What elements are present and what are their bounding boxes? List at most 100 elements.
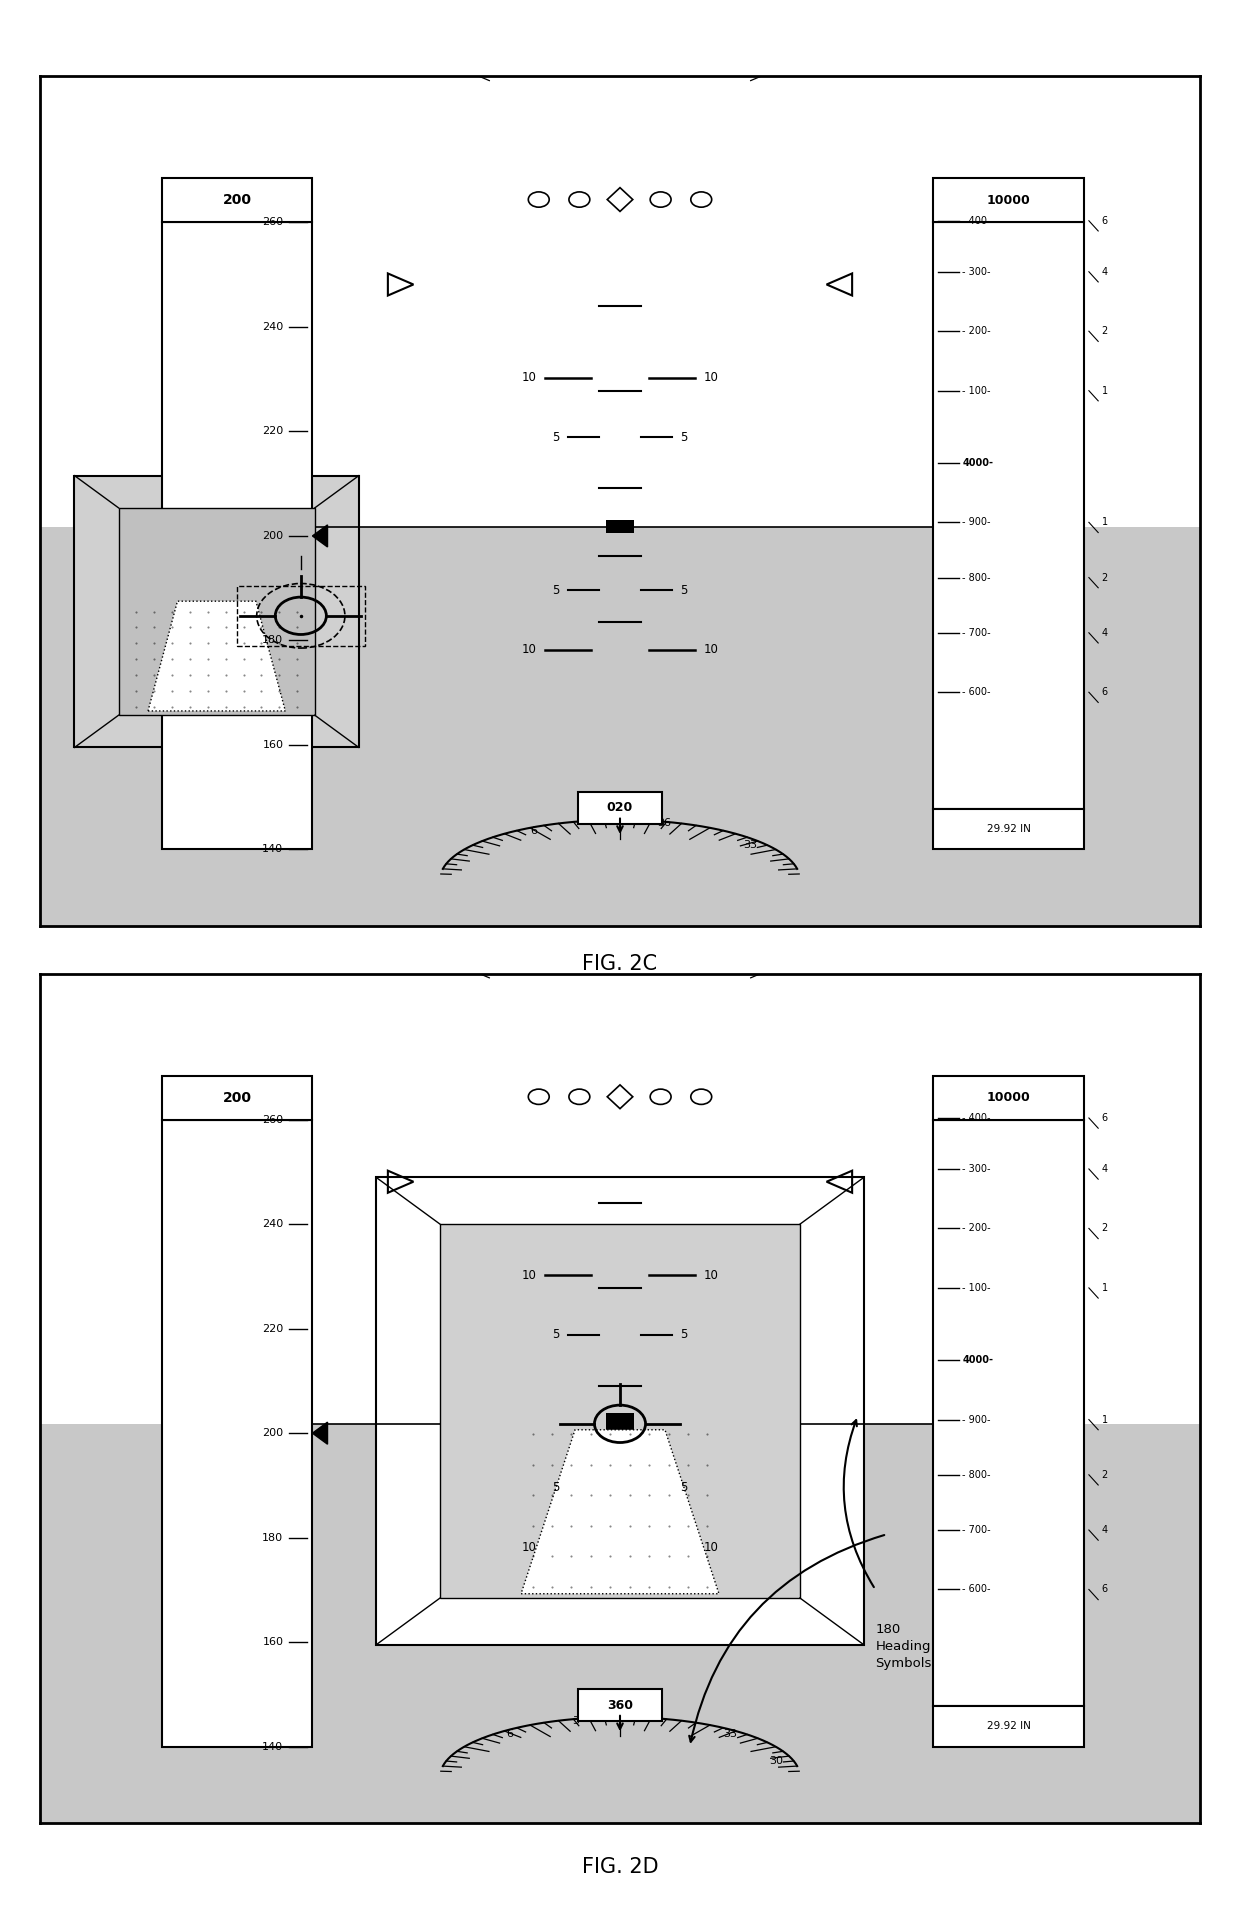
Text: 180: 180 (263, 636, 284, 645)
FancyBboxPatch shape (934, 1075, 1084, 1121)
Text: 10: 10 (703, 1541, 718, 1554)
Text: 360: 360 (608, 1699, 632, 1712)
Text: 10: 10 (703, 643, 718, 657)
Text: 6: 6 (1101, 1113, 1107, 1122)
Text: - 200-: - 200- (962, 326, 991, 336)
Text: 4: 4 (1101, 267, 1107, 277)
Bar (606, 519, 634, 533)
Text: 1: 1 (1101, 517, 1107, 527)
Text: - 300-: - 300- (962, 1164, 991, 1174)
Text: 6: 6 (1101, 687, 1107, 697)
Text: 140: 140 (263, 844, 284, 855)
Text: 020: 020 (606, 802, 634, 815)
Text: FIG. 2D: FIG. 2D (582, 1857, 658, 1877)
Text: FIG. 2C: FIG. 2C (583, 954, 657, 974)
Text: 200: 200 (263, 1428, 284, 1437)
FancyBboxPatch shape (161, 1121, 312, 1747)
Text: 220: 220 (262, 426, 284, 437)
Text: - 100-: - 100- (962, 1283, 991, 1292)
Text: 30: 30 (769, 1756, 784, 1766)
Text: 5: 5 (681, 1329, 688, 1342)
Bar (606, 1416, 634, 1430)
Text: 10: 10 (703, 1269, 718, 1281)
Text: 6: 6 (1101, 1584, 1107, 1594)
Text: 260: 260 (263, 1115, 284, 1124)
Text: 6: 6 (507, 1730, 513, 1739)
Text: - 100-: - 100- (962, 386, 991, 395)
Text: 160: 160 (263, 1638, 284, 1647)
Text: 5: 5 (552, 431, 559, 445)
Text: - 700-: - 700- (962, 1525, 991, 1535)
FancyBboxPatch shape (934, 1707, 1084, 1747)
FancyBboxPatch shape (161, 1075, 312, 1121)
Text: 240: 240 (262, 1220, 284, 1229)
FancyBboxPatch shape (934, 223, 1084, 809)
FancyBboxPatch shape (578, 792, 662, 825)
Text: 180: 180 (263, 1533, 284, 1542)
Text: 36: 36 (657, 819, 671, 829)
Bar (40, 76, 1200, 527)
Text: 3: 3 (573, 1716, 579, 1726)
Bar (606, 1413, 634, 1426)
Text: 4000-: 4000- (962, 458, 993, 468)
FancyBboxPatch shape (376, 1178, 864, 1646)
Text: 5: 5 (681, 584, 688, 598)
Text: - 900-: - 900- (962, 517, 991, 527)
Polygon shape (521, 1430, 719, 1594)
Text: 10: 10 (522, 643, 537, 657)
Bar (40, 1424, 1200, 1823)
Polygon shape (601, 21, 639, 46)
FancyBboxPatch shape (934, 1121, 1084, 1707)
Text: 4: 4 (1101, 1164, 1107, 1174)
Text: 4000-: 4000- (962, 1355, 993, 1365)
Text: 2: 2 (1101, 1224, 1107, 1233)
Text: 1: 1 (1101, 386, 1107, 395)
Polygon shape (148, 601, 285, 710)
Text: - 700-: - 700- (962, 628, 991, 638)
Text: 29.92 IN: 29.92 IN (987, 1722, 1030, 1731)
Text: 1: 1 (1101, 1415, 1107, 1424)
Text: - 600-: - 600- (962, 1584, 991, 1594)
Text: 6: 6 (531, 825, 538, 836)
Text: 200: 200 (222, 193, 252, 208)
Text: - 400-: - 400- (962, 216, 991, 225)
Text: 4: 4 (1101, 1525, 1107, 1535)
Text: 5: 5 (552, 584, 559, 598)
Text: 29.92 IN: 29.92 IN (987, 825, 1030, 834)
Text: 10: 10 (522, 1269, 537, 1281)
Text: 5: 5 (552, 1481, 559, 1495)
Text: 33: 33 (743, 840, 756, 850)
FancyBboxPatch shape (578, 1689, 662, 1722)
Text: 180
Heading
Symbols: 180 Heading Symbols (875, 1623, 931, 1670)
FancyBboxPatch shape (119, 508, 315, 716)
Text: 140: 140 (263, 1741, 284, 1752)
Text: - 600-: - 600- (962, 687, 991, 697)
Text: 10: 10 (522, 372, 537, 384)
Bar (40, 527, 1200, 926)
Text: 200: 200 (222, 1090, 252, 1105)
Text: - 300-: - 300- (962, 267, 991, 277)
Text: 10: 10 (703, 372, 718, 384)
Text: - 200-: - 200- (962, 1224, 991, 1233)
FancyBboxPatch shape (161, 178, 312, 223)
Text: 5: 5 (552, 1329, 559, 1342)
Text: 260: 260 (263, 218, 284, 227)
Text: 1: 1 (1101, 1283, 1107, 1292)
Text: 10000: 10000 (987, 195, 1030, 206)
Text: 2: 2 (1101, 573, 1107, 582)
FancyBboxPatch shape (440, 1224, 800, 1598)
Text: 33: 33 (723, 1730, 737, 1739)
Text: - 800-: - 800- (962, 573, 991, 582)
Text: 2: 2 (1101, 1470, 1107, 1479)
Text: 10000: 10000 (987, 1092, 1030, 1103)
Polygon shape (601, 918, 639, 943)
FancyBboxPatch shape (934, 178, 1084, 223)
Text: 5: 5 (681, 1481, 688, 1495)
Text: 200: 200 (263, 531, 284, 540)
Text: 2: 2 (1101, 326, 1107, 336)
Text: 160: 160 (263, 741, 284, 750)
Text: - 400-: - 400- (962, 1113, 991, 1122)
FancyBboxPatch shape (161, 223, 312, 850)
Text: 240: 240 (262, 323, 284, 332)
Text: - 800-: - 800- (962, 1470, 991, 1479)
